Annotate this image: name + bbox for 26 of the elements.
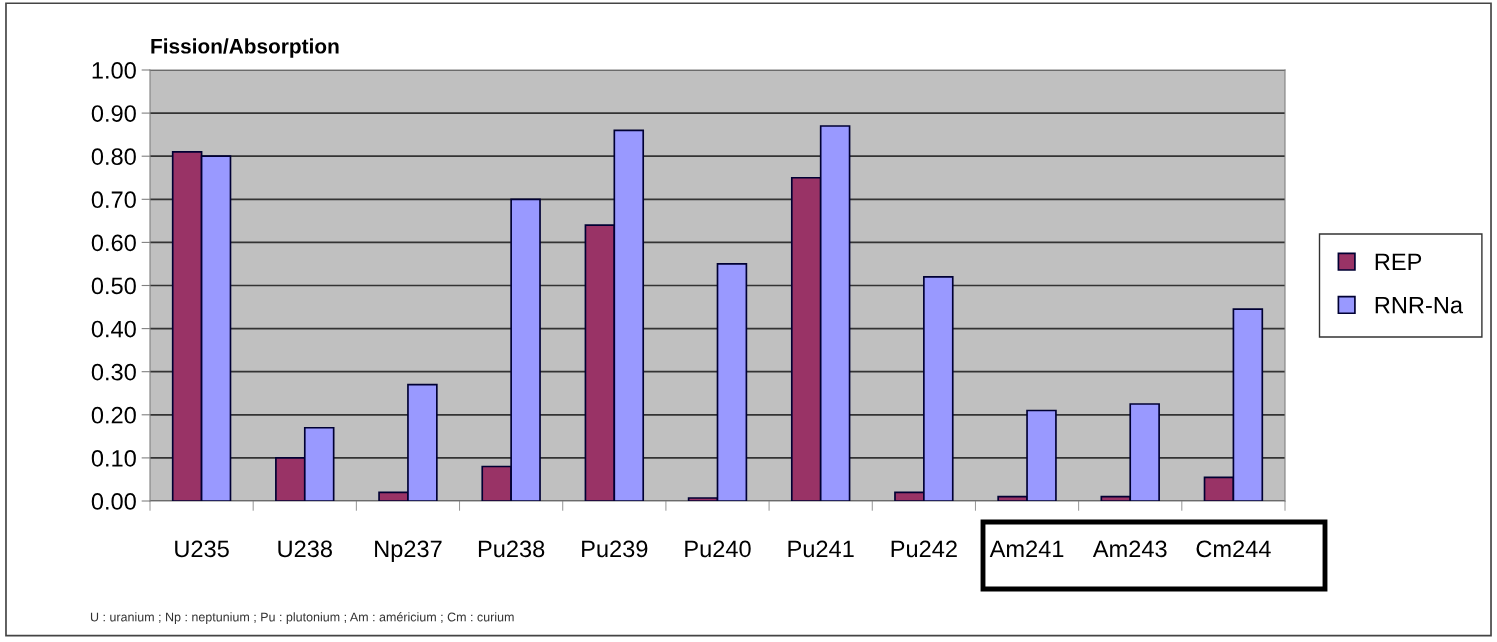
- y-tick-label: 1.00: [92, 62, 136, 79]
- y-tick-label: 0.60: [91, 234, 136, 252]
- y-tick-label: 0.70: [91, 191, 136, 209]
- y-tick-label: 0.90: [91, 105, 136, 122]
- y-tick-label: 0.40: [91, 320, 136, 338]
- legend-label: RNR-Na: [1375, 296, 1464, 314]
- y-tick-label: 0.20: [91, 406, 136, 424]
- x-tick-label: Pu242: [891, 540, 957, 558]
- x-tick-label: Pu240: [685, 540, 751, 558]
- x-tick-label: U235: [175, 540, 229, 558]
- x-tick-label: Np237: [375, 540, 442, 562]
- x-tick-label: U238: [278, 540, 332, 558]
- y-tick-label: 0.10: [91, 449, 136, 467]
- y-tick-label: 0.30: [91, 363, 136, 381]
- y-tick-label: 0.50: [91, 277, 136, 295]
- x-tick-label: Cm244: [1196, 540, 1271, 558]
- chart-title: Fission/Absorption: [151, 38, 339, 58]
- x-tick-label: Pu239: [582, 540, 648, 558]
- x-tick-label: Pu238: [478, 540, 545, 558]
- x-tick-label: Am243: [1092, 540, 1167, 558]
- y-tick-label: 0.00: [91, 493, 136, 510]
- x-tick-label: Am241: [989, 540, 1064, 557]
- x-tick-label: Pu241: [788, 540, 854, 558]
- legend-label: REP: [1375, 253, 1422, 270]
- text: U : uranium ; Np : neptunium ; Pu : plutonium ; Am : américium ; Cm : curium: [90, 612, 514, 624]
- y-tick-label: 0.80: [91, 148, 136, 165]
